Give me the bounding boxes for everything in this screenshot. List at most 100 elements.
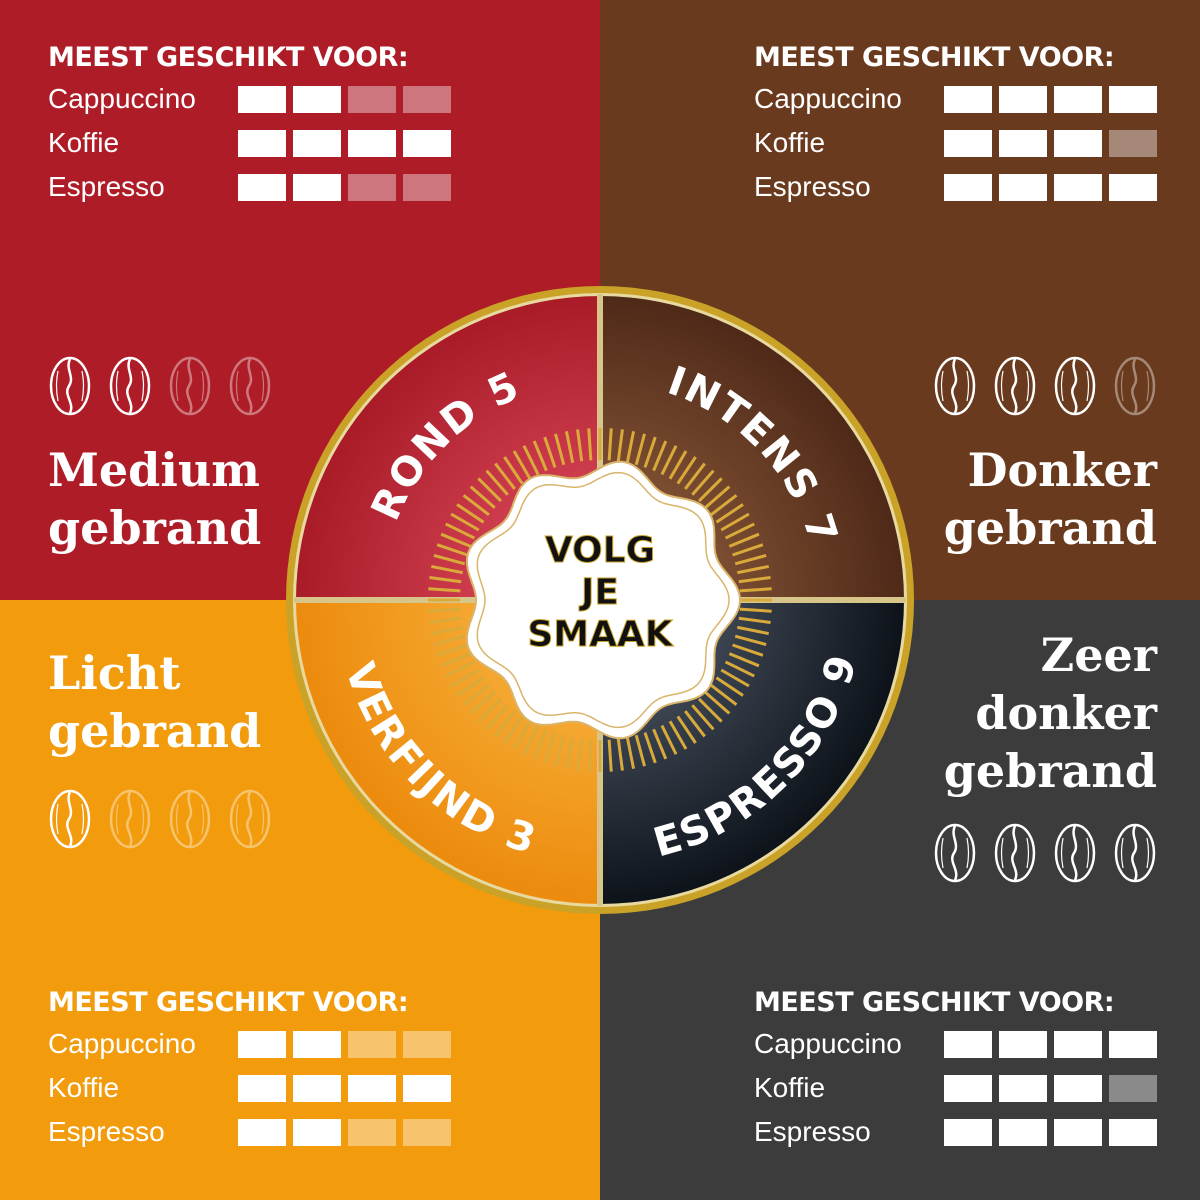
coffee-bean-icon xyxy=(934,823,976,883)
coffee-bean-icon xyxy=(169,789,211,849)
rating-bar xyxy=(238,1118,451,1146)
suitability-row-cappuccino: Cappuccino xyxy=(754,77,1164,121)
suitability-heading: MEEST GESCHIKT VOOR: xyxy=(754,987,1115,1018)
rating-segment xyxy=(999,173,1047,201)
rating-segment xyxy=(348,1118,396,1146)
coffee-bean-icon xyxy=(169,356,211,416)
rating-segment xyxy=(999,85,1047,113)
rating-segment xyxy=(238,1074,286,1102)
suitability-row-espresso: Espresso xyxy=(48,1110,458,1154)
svg-text:VOLG: VOLG xyxy=(545,530,655,571)
sunburst-rays xyxy=(428,428,772,772)
rating-segment xyxy=(403,1118,451,1146)
rating-segment xyxy=(944,1074,992,1102)
drink-label: Espresso xyxy=(754,171,871,202)
bean-rating xyxy=(48,355,272,417)
rating-segment xyxy=(1109,1074,1157,1102)
rating-segment xyxy=(944,1118,992,1146)
suitability-table: MEEST GESCHIKT VOOR: Cappuccino Koffie Esp… xyxy=(48,42,458,209)
rating-segment xyxy=(348,173,396,201)
suitability-row-koffie: Koffie xyxy=(48,121,458,165)
drink-label: Koffie xyxy=(754,1072,826,1103)
rating-segment xyxy=(999,1074,1047,1102)
rating-segment xyxy=(1054,1074,1102,1102)
rating-bar xyxy=(238,85,451,113)
drink-label: Espresso xyxy=(48,171,165,202)
suitability-row-koffie: Koffie xyxy=(754,121,1164,165)
coffee-bean-icon xyxy=(994,356,1036,416)
coffee-bean-icon xyxy=(49,356,91,416)
suitability-row-espresso: Espresso xyxy=(754,1110,1164,1154)
rating-segment xyxy=(348,1074,396,1102)
suitability-table: MEEST GESCHIKT VOOR: Cappuccino Koffie Esp… xyxy=(754,987,1164,1154)
roast-title: Licht gebrand xyxy=(48,646,262,758)
suitability-heading: MEEST GESCHIKT VOOR: xyxy=(48,42,409,73)
suitability-heading: MEEST GESCHIKT VOOR: xyxy=(48,987,409,1018)
rating-segment xyxy=(293,173,341,201)
suitability-row-espresso: Espresso xyxy=(48,165,458,209)
rating-segment xyxy=(403,1030,451,1058)
center-slogan: VOLG JE SMAAK xyxy=(527,530,674,656)
rating-bar xyxy=(944,1074,1157,1102)
rating-segment xyxy=(238,1030,286,1058)
suitability-row-cappuccino: Cappuccino xyxy=(48,77,458,121)
coffee-bean-icon xyxy=(229,789,271,849)
roast-title: Zeer donker gebrand xyxy=(943,628,1157,798)
rating-segment xyxy=(1109,1118,1157,1146)
suitability-heading: MEEST GESCHIKT VOOR: xyxy=(754,42,1115,73)
rating-segment xyxy=(348,1030,396,1058)
drink-label: Cappuccino xyxy=(754,83,902,114)
rating-segment xyxy=(999,129,1047,157)
suitability-row-espresso: Espresso xyxy=(754,165,1164,209)
rating-segment xyxy=(238,1118,286,1146)
drink-label: Cappuccino xyxy=(48,1028,196,1059)
drink-label: Espresso xyxy=(48,1116,165,1147)
rating-segment xyxy=(403,173,451,201)
rating-segment xyxy=(293,85,341,113)
rating-bar xyxy=(238,129,451,157)
rating-segment xyxy=(403,129,451,157)
rating-segment xyxy=(1054,1030,1102,1058)
rating-segment xyxy=(1054,85,1102,113)
coffee-bean-icon xyxy=(1114,823,1156,883)
rating-segment xyxy=(403,85,451,113)
suitability-row-cappuccino: Cappuccino xyxy=(754,1022,1164,1066)
center-badge xyxy=(465,460,742,740)
rating-segment xyxy=(944,1030,992,1058)
coffee-bean-icon xyxy=(109,356,151,416)
rating-segment xyxy=(999,1118,1047,1146)
rating-segment xyxy=(403,1074,451,1102)
suitability-table: MEEST GESCHIKT VOOR: Cappuccino Koffie Esp… xyxy=(754,42,1164,209)
rating-segment xyxy=(1054,1118,1102,1146)
rating-segment xyxy=(1109,173,1157,201)
bean-rating xyxy=(933,822,1157,884)
drink-label: Cappuccino xyxy=(48,83,196,114)
rating-bar xyxy=(944,129,1157,157)
rating-segment xyxy=(293,1030,341,1058)
suitability-row-koffie: Koffie xyxy=(48,1066,458,1110)
rating-segment xyxy=(1109,129,1157,157)
rating-segment xyxy=(348,85,396,113)
suitability-row-cappuccino: Cappuccino xyxy=(48,1022,458,1066)
coffee-bean-icon xyxy=(1054,823,1096,883)
rating-segment xyxy=(1054,129,1102,157)
coffee-bean-icon xyxy=(1114,356,1156,416)
rating-segment xyxy=(1109,85,1157,113)
drink-label: Koffie xyxy=(48,127,120,158)
rating-bar xyxy=(238,1030,451,1058)
rating-segment xyxy=(238,129,286,157)
rating-segment xyxy=(348,129,396,157)
bean-rating xyxy=(48,788,272,850)
rating-bar xyxy=(944,173,1157,201)
rating-bar xyxy=(944,1030,1157,1058)
coffee-bean-icon xyxy=(109,789,151,849)
coffee-bean-icon xyxy=(994,823,1036,883)
rating-segment xyxy=(1109,1030,1157,1058)
rating-segment xyxy=(293,129,341,157)
svg-text:JE: JE xyxy=(578,572,619,613)
svg-text:SMAAK: SMAAK xyxy=(527,614,673,655)
rating-bar xyxy=(238,1074,451,1102)
rating-segment xyxy=(293,1074,341,1102)
roast-title: Medium gebrand xyxy=(48,443,262,555)
